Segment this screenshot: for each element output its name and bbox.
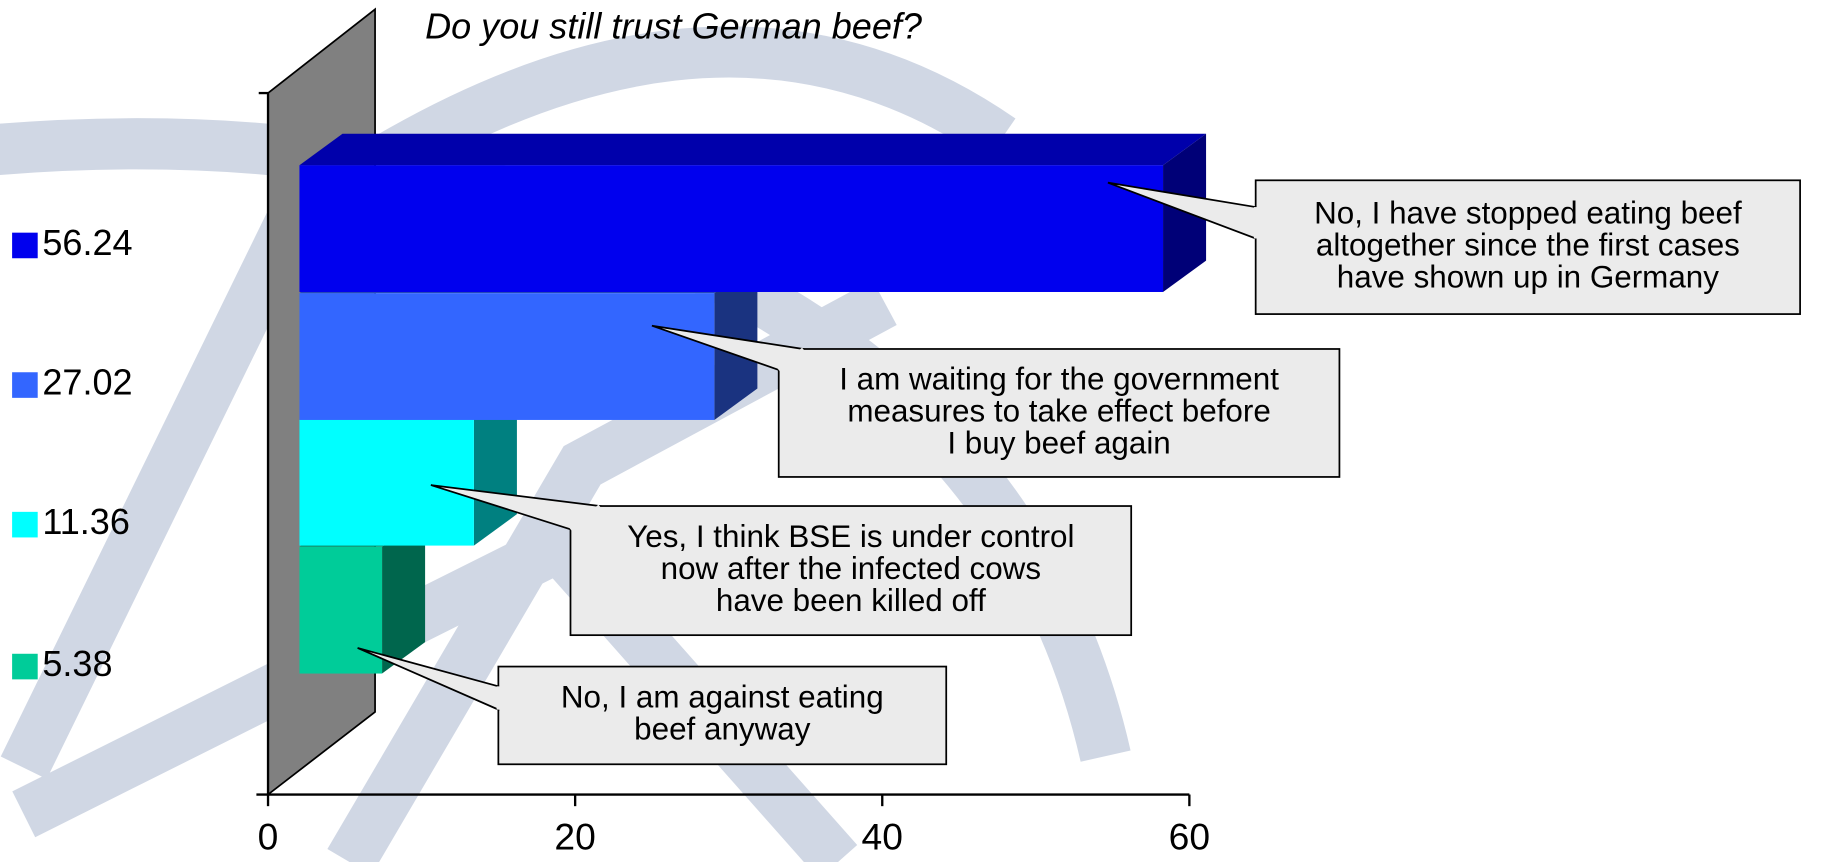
bar [299, 546, 383, 674]
bar-top [299, 133, 1207, 166]
legend-label: 56.24 [42, 222, 132, 263]
bars [299, 133, 1207, 674]
category-label: measures to take effect before [847, 393, 1270, 428]
bar-side [1163, 133, 1207, 292]
callout-box [569, 505, 1133, 637]
category-label: No, I have stopped eating beef [1314, 196, 1742, 231]
category-label: beef anyway [634, 712, 811, 747]
bar [299, 165, 1164, 292]
callout-box [497, 665, 948, 766]
category-label: now after the infected cows [661, 551, 1041, 586]
legend-label: 5.38 [42, 643, 112, 684]
category-label: have shown up in Germany [1337, 259, 1719, 294]
legend-label: 11.36 [42, 501, 130, 542]
category-label: have been killed off [716, 583, 986, 618]
chart-title: Do you still trust German beef? [425, 6, 922, 47]
callouts: No, I have stopped eating beefaltogether… [357, 179, 1801, 766]
callout-seam [569, 504, 601, 531]
callout-box [777, 348, 1341, 478]
x-tick-label: 20 [554, 816, 595, 858]
category-label: I buy beef again [947, 425, 1170, 460]
category-label: I am waiting for the government [839, 361, 1279, 396]
legend-swatch [12, 232, 38, 259]
bar-side [382, 515, 426, 674]
x-tick-label: 60 [1169, 816, 1210, 858]
category-label: Yes, I think BSE is under control [627, 519, 1074, 554]
bar [299, 293, 715, 420]
legend-swatch [12, 372, 38, 398]
x-tick-label: 40 [862, 816, 903, 858]
callout-box [1254, 179, 1801, 315]
legend-swatch [12, 511, 38, 538]
callout-seam [777, 347, 805, 372]
category-label: No, I am against eating [561, 680, 884, 715]
bar [299, 418, 474, 546]
x-tick-label: 0 [258, 816, 279, 858]
legend-swatch [12, 653, 38, 680]
category-label: altogether since the first cases [1316, 227, 1740, 262]
legend-label: 27.02 [42, 362, 132, 403]
